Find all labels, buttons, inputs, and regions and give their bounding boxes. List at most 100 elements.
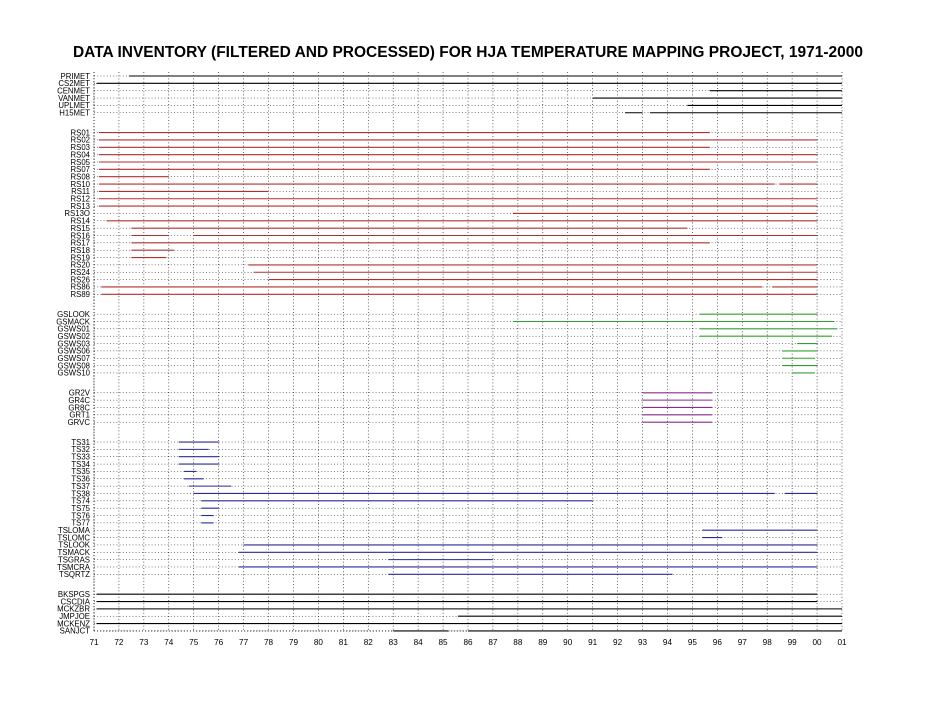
year-tick-label: 95: [688, 638, 698, 647]
year-tick-label: 85: [439, 638, 449, 647]
station-label: TS38: [71, 489, 90, 498]
year-tick-label: 80: [314, 638, 324, 647]
station-label: RS03: [70, 143, 90, 152]
data-bars: [96, 75, 842, 632]
station-label: RS14: [70, 217, 90, 226]
station-label: RS07: [70, 165, 90, 174]
station-label: TSMCRA: [57, 563, 91, 572]
station-label: RS24: [70, 268, 90, 277]
year-tick-label: 92: [613, 638, 623, 647]
year-tick-label: 78: [264, 638, 274, 647]
year-tick-label: 97: [738, 638, 748, 647]
station-label: RS17: [70, 239, 90, 248]
station-label: GSLOOK: [57, 310, 91, 319]
station-label: RS04: [70, 150, 90, 159]
station-label: RS18: [70, 246, 90, 255]
station-label: GR8C: [68, 403, 90, 412]
station-label: TS75: [71, 504, 90, 513]
station-label: RS10: [70, 180, 90, 189]
chart-title: DATA INVENTORY (FILTERED AND PROCESSED) …: [72, 44, 864, 61]
station-label: JMPJOE: [59, 612, 90, 621]
station-label: RS26: [70, 275, 90, 284]
station-label: RS08: [70, 172, 90, 181]
station-label: GSWS10: [58, 369, 91, 378]
station-label: RS86: [70, 283, 90, 292]
station-label: GSWS03: [58, 339, 91, 348]
station-label: GRT1: [69, 411, 90, 420]
station-label: CS2MET: [58, 79, 90, 88]
station-label: RS13: [70, 202, 90, 211]
station-label: RS19: [70, 253, 90, 262]
station-label: TS36: [71, 475, 90, 484]
station-label: TS33: [71, 453, 90, 462]
year-tick-label: 75: [189, 638, 199, 647]
station-label: MCKENZ: [57, 619, 90, 628]
station-label: TS76: [71, 511, 90, 520]
year-tick-label: 79: [289, 638, 299, 647]
station-label: RS11: [71, 187, 90, 196]
year-tick-label: 01: [837, 638, 847, 647]
station-label: GSWS07: [58, 354, 91, 363]
station-label: BKSPGS: [58, 590, 90, 599]
station-label: TS74: [71, 497, 90, 506]
year-tick-label: 94: [663, 638, 673, 647]
year-tick-label: 71: [89, 638, 99, 647]
station-label: TS77: [71, 519, 90, 528]
station-label: CSCDIA: [61, 597, 91, 606]
station-label: GSWS01: [58, 325, 91, 334]
year-tick-label: 81: [339, 638, 349, 647]
year-tick-label: 72: [114, 638, 124, 647]
station-label: TS37: [71, 482, 90, 491]
year-tick-label: 88: [513, 638, 523, 647]
station-label: RS20: [70, 261, 90, 270]
station-label: GRVC: [68, 418, 91, 427]
station-label: RS12: [70, 195, 90, 204]
station-label: RS13O: [64, 209, 90, 218]
station-label: TSQRTZ: [59, 570, 90, 579]
station-label: RS05: [70, 158, 90, 167]
station-label: TSLOMA: [58, 526, 91, 535]
year-tick-label: 82: [364, 638, 374, 647]
year-tick-label: 00: [813, 638, 823, 647]
station-label: PRIMET: [61, 72, 91, 81]
year-tick-label: 98: [763, 638, 773, 647]
station-label: TSMACK: [58, 548, 91, 557]
station-label: CENMET: [57, 87, 90, 96]
year-tick-label: 93: [638, 638, 648, 647]
year-tick-label: 84: [414, 638, 424, 647]
station-label: MCKZBR: [57, 605, 90, 614]
station-label: SANJCT: [60, 627, 91, 636]
year-tick-labels: 71 72 73 74 75 76 77 78 79 80 81 82 83 84 85 86 87 88 89 90…: [89, 638, 847, 647]
year-tick-label: 90: [563, 638, 573, 647]
station-label: GSMACK: [56, 317, 91, 326]
year-tick-label: 87: [488, 638, 498, 647]
station-label: TS34: [71, 460, 90, 469]
year-tick-label: 99: [788, 638, 798, 647]
station-label: RS01: [70, 128, 90, 137]
station-label: RS15: [70, 224, 90, 233]
year-tick-label: 77: [239, 638, 249, 647]
year-tick-label: 86: [463, 638, 473, 647]
station-label: TS31: [71, 438, 90, 447]
station-label: UPLMET: [58, 101, 90, 110]
station-label: GR4C: [68, 396, 90, 405]
station-label: TS35: [71, 467, 90, 476]
year-tick-label: 83: [389, 638, 399, 647]
year-tick-label: 73: [139, 638, 149, 647]
station-label: GSWS02: [58, 332, 91, 341]
station-label: GSWS08: [58, 361, 91, 370]
year-tick-label: 74: [164, 638, 174, 647]
station-label: RS89: [70, 290, 90, 299]
station-label: GSWS06: [58, 347, 91, 356]
station-label: GR2V: [69, 389, 91, 398]
year-tick-label: 76: [214, 638, 224, 647]
station-label: VANMET: [58, 94, 90, 103]
station-label: TS32: [71, 445, 90, 454]
station-label: TSGRAS: [58, 555, 90, 564]
station-label: TSLOOK: [58, 541, 90, 550]
station-label: RS16: [70, 231, 90, 240]
year-tick-label: 96: [713, 638, 723, 647]
year-tick-label: 89: [538, 638, 548, 647]
